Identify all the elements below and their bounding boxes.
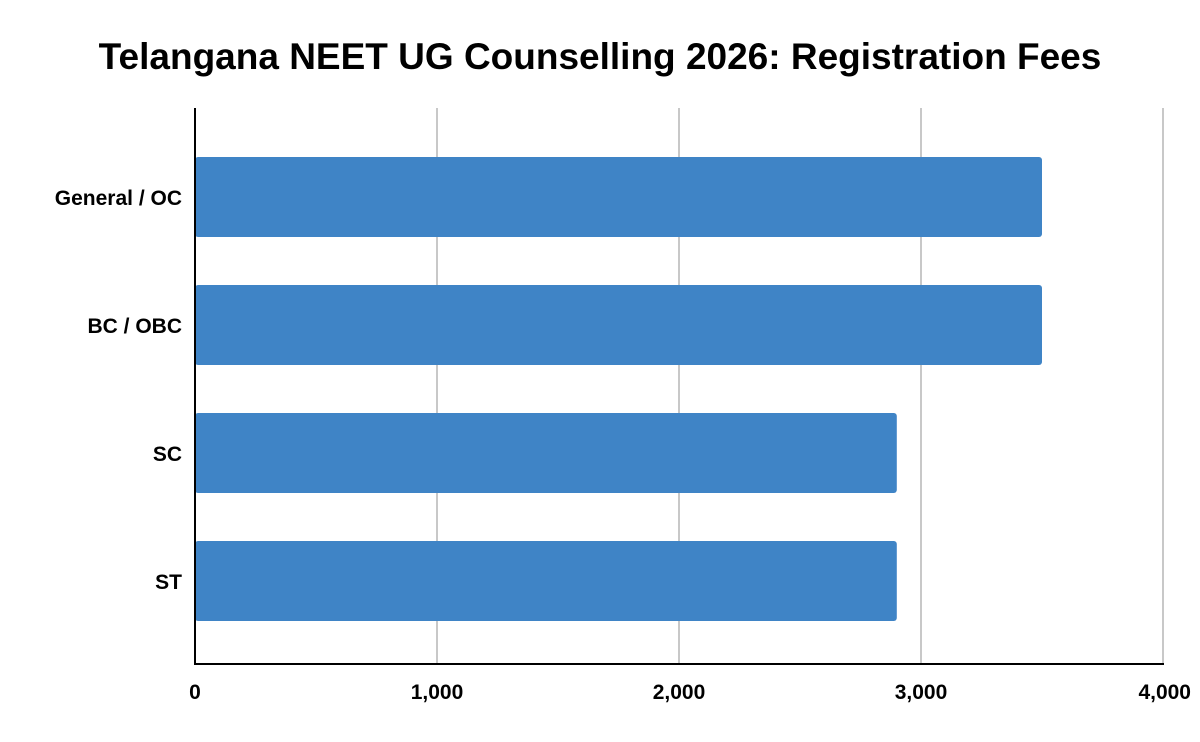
bar-sc — [195, 413, 897, 493]
x-tick-label-2-000: 2,000 — [653, 681, 706, 704]
x-tick-label-1-000: 1,000 — [411, 681, 464, 704]
category-label-bc-obc: BC / OBC — [88, 315, 183, 338]
category-label-st: ST — [155, 571, 182, 594]
bar-st — [195, 541, 897, 621]
category-label-sc: SC — [153, 443, 182, 466]
bar-bc-obc — [195, 285, 1042, 365]
axes — [194, 108, 1164, 665]
x-tick-label-4-000: 4,000 — [1138, 681, 1191, 704]
category-label-general-oc: General / OC — [55, 187, 182, 210]
x-tick-label-3-000: 3,000 — [895, 681, 948, 704]
bars — [195, 157, 1042, 621]
x-tick-label-0: 0 — [189, 681, 201, 704]
x-tick-labels: 0 1,000 2,000 3,000 4,000 — [189, 681, 1191, 704]
chart-title: Telangana NEET UG Counselling 2026: Regi… — [98, 36, 1102, 77]
bar-general-oc — [195, 157, 1042, 237]
category-labels: General / OC BC / OBC SC ST — [55, 187, 182, 594]
